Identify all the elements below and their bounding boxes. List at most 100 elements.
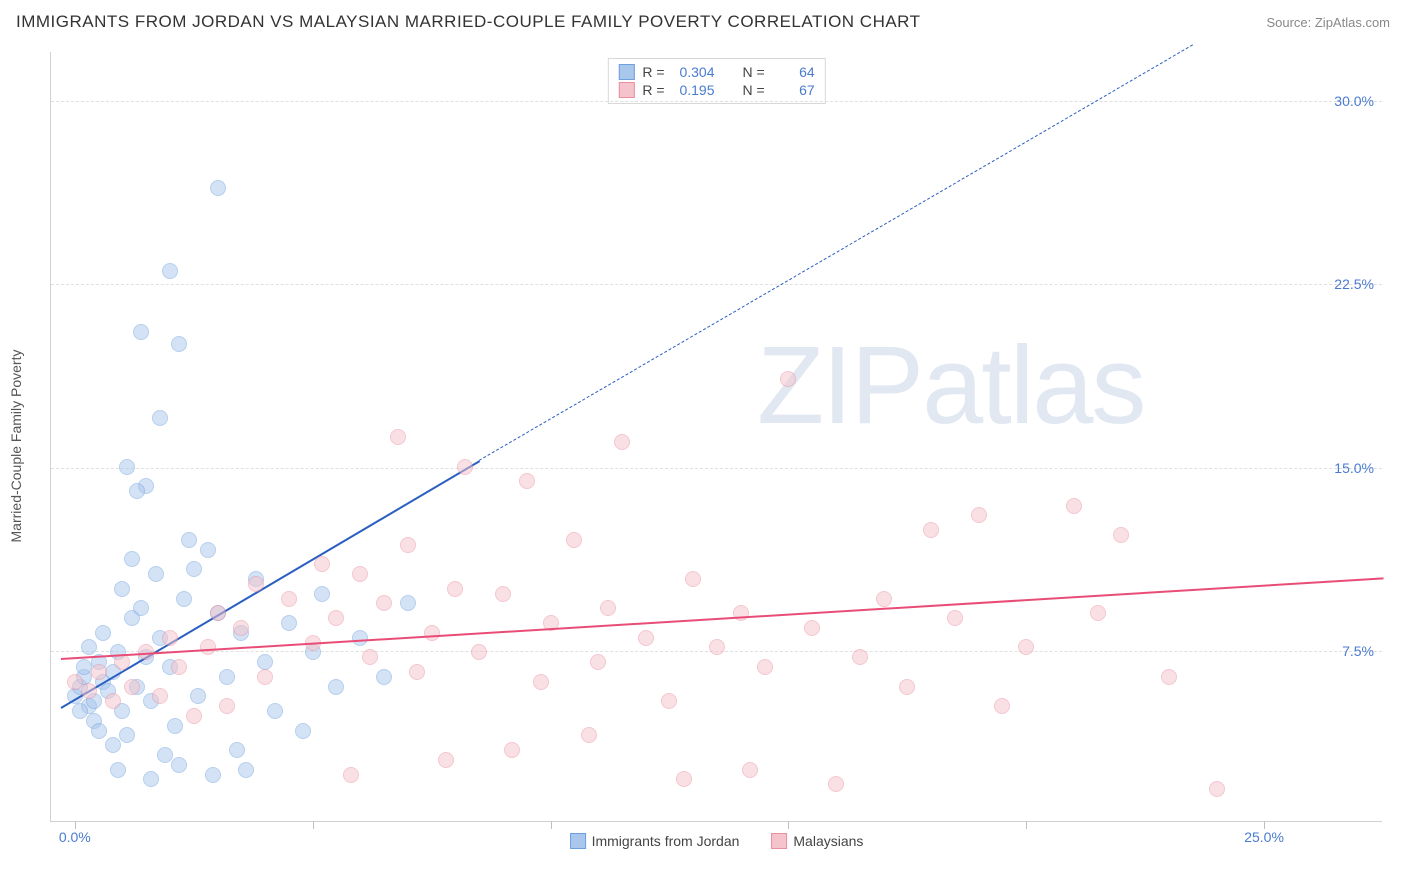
data-point xyxy=(210,605,226,621)
data-point xyxy=(190,688,206,704)
data-point xyxy=(91,723,107,739)
data-point xyxy=(162,630,178,646)
data-point xyxy=(219,669,235,685)
data-point xyxy=(400,595,416,611)
source-label: Source: ZipAtlas.com xyxy=(1266,15,1390,30)
data-point xyxy=(409,664,425,680)
data-point xyxy=(176,591,192,607)
series-legend: Immigrants from Jordan Malaysians xyxy=(570,833,864,849)
xtick-mark xyxy=(75,821,76,829)
data-point xyxy=(519,473,535,489)
data-point xyxy=(81,683,97,699)
data-point xyxy=(780,371,796,387)
data-point xyxy=(590,654,606,670)
n-value: 67 xyxy=(773,82,815,98)
r-label: R = xyxy=(642,82,664,98)
data-point xyxy=(143,771,159,787)
ytick-label: 22.5% xyxy=(1334,276,1374,292)
data-point xyxy=(171,336,187,352)
xtick-label: 25.0% xyxy=(1244,829,1284,845)
data-point xyxy=(971,507,987,523)
data-point xyxy=(167,718,183,734)
data-point xyxy=(533,674,549,690)
ytick-label: 15.0% xyxy=(1334,460,1374,476)
swatch-icon xyxy=(771,833,787,849)
data-point xyxy=(1090,605,1106,621)
chart-title: IMMIGRANTS FROM JORDAN VS MALAYSIAN MARR… xyxy=(16,12,921,32)
data-point xyxy=(1018,639,1034,655)
legend-item-malaysia: Malaysians xyxy=(771,833,863,849)
data-point xyxy=(281,591,297,607)
grid-line xyxy=(51,468,1382,469)
data-point xyxy=(81,639,97,655)
xtick-mark xyxy=(1026,821,1027,829)
data-point xyxy=(129,483,145,499)
r-value: 0.195 xyxy=(673,82,715,98)
swatch-icon xyxy=(618,82,634,98)
data-point xyxy=(148,566,164,582)
data-point xyxy=(947,610,963,626)
data-point xyxy=(133,600,149,616)
watermark: ZIPatlas xyxy=(757,322,1144,449)
data-point xyxy=(742,762,758,778)
data-point xyxy=(390,429,406,445)
data-point xyxy=(171,659,187,675)
n-label: N = xyxy=(743,82,765,98)
data-point xyxy=(376,669,392,685)
data-point xyxy=(994,698,1010,714)
data-point xyxy=(400,537,416,553)
series-label: Immigrants from Jordan xyxy=(592,833,740,849)
scatter-plot: ZIPatlas R = 0.304 N = 64 R = 0.195 N = … xyxy=(50,52,1382,822)
data-point xyxy=(95,625,111,641)
data-point xyxy=(685,571,701,587)
ytick-label: 7.5% xyxy=(1342,643,1374,659)
data-point xyxy=(72,703,88,719)
data-point xyxy=(1113,527,1129,543)
data-point xyxy=(457,459,473,475)
data-point xyxy=(495,586,511,602)
xtick-mark xyxy=(788,821,789,829)
data-point xyxy=(67,674,83,690)
data-point xyxy=(923,522,939,538)
y-axis-label: Married-Couple Family Poverty xyxy=(8,350,24,543)
data-point xyxy=(210,180,226,196)
data-point xyxy=(352,630,368,646)
data-point xyxy=(152,410,168,426)
data-point xyxy=(328,679,344,695)
r-value: 0.304 xyxy=(673,64,715,80)
data-point xyxy=(281,615,297,631)
data-point xyxy=(343,767,359,783)
data-point xyxy=(638,630,654,646)
n-label: N = xyxy=(743,64,765,80)
data-point xyxy=(661,693,677,709)
data-point xyxy=(105,693,121,709)
data-point xyxy=(110,762,126,778)
data-point xyxy=(267,703,283,719)
n-value: 64 xyxy=(773,64,815,80)
data-point xyxy=(504,742,520,758)
xtick-label: 0.0% xyxy=(59,829,91,845)
data-point xyxy=(314,556,330,572)
data-point xyxy=(362,649,378,665)
grid-line xyxy=(51,101,1382,102)
data-point xyxy=(438,752,454,768)
data-point xyxy=(133,324,149,340)
data-point xyxy=(257,654,273,670)
data-point xyxy=(828,776,844,792)
legend-row-malaysia: R = 0.195 N = 67 xyxy=(618,81,814,99)
ytick-label: 30.0% xyxy=(1334,93,1374,109)
data-point xyxy=(352,566,368,582)
data-point xyxy=(124,551,140,567)
data-point xyxy=(676,771,692,787)
data-point xyxy=(295,723,311,739)
data-point xyxy=(233,620,249,636)
data-point xyxy=(119,459,135,475)
data-point xyxy=(91,664,107,680)
data-point xyxy=(328,610,344,626)
data-point xyxy=(119,727,135,743)
data-point xyxy=(186,708,202,724)
swatch-icon xyxy=(618,64,634,80)
data-point xyxy=(471,644,487,660)
data-point xyxy=(229,742,245,758)
legend-item-jordan: Immigrants from Jordan xyxy=(570,833,740,849)
